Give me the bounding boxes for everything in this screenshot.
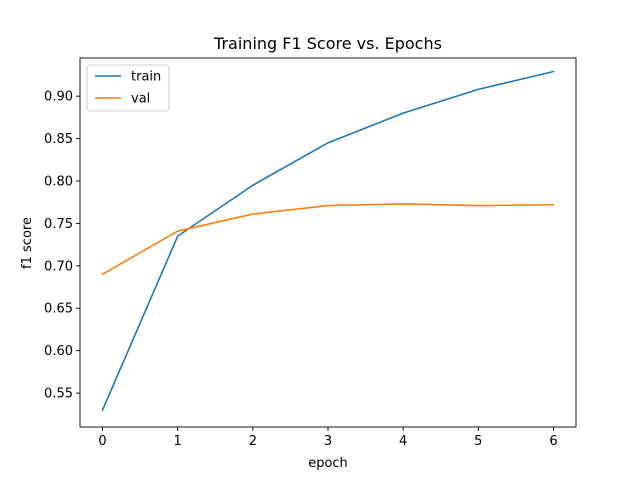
x-tick-label: 2: [249, 434, 257, 449]
y-axis-label: f1 score: [20, 217, 35, 269]
x-tick-label: 5: [474, 434, 482, 449]
x-tick-label: 6: [549, 434, 557, 449]
y-tick-label: 0.70: [44, 259, 73, 274]
chart-title: Training F1 Score vs. Epochs: [213, 34, 442, 53]
legend-label-train: train: [131, 70, 161, 85]
plot-area: 0 1 2 3 4 5 6 0.55 0.60 0.65 0.70 0.75 0.80 0.85 0.90 t…: [44, 57, 577, 449]
x-tick-label: 4: [399, 434, 407, 449]
legend-label-val: val: [131, 92, 150, 107]
series-line-train: [101, 70, 555, 412]
series-line-val: [101, 203, 555, 276]
x-tick-label: 3: [324, 434, 332, 449]
y-tick-label: 0.80: [44, 175, 73, 190]
x-tick-label: 0: [98, 434, 106, 449]
x-tick-label: 1: [174, 434, 182, 449]
y-tick-label: 0.60: [44, 344, 73, 359]
x-axis-label: epoch: [308, 456, 348, 471]
y-tick-label: 0.90: [44, 90, 73, 105]
y-tick-label: 0.75: [44, 217, 73, 232]
y-tick-label: 0.65: [44, 302, 73, 317]
y-tick-label: 0.85: [44, 132, 73, 147]
y-tick-label: 0.55: [44, 387, 73, 402]
